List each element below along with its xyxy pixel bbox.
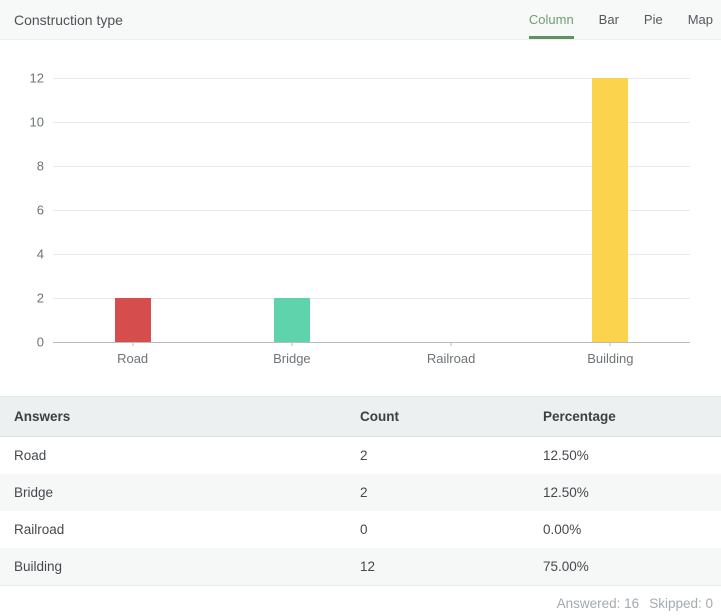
percentage-cell: 12.50% xyxy=(543,448,589,463)
bar-bridge[interactable] xyxy=(273,298,310,342)
y-axis-tick-label: 2 xyxy=(36,290,44,306)
answer-cell: Building xyxy=(14,559,63,574)
x-axis-tick-mark xyxy=(609,342,611,346)
tab-bar[interactable]: Bar xyxy=(598,12,619,27)
question-title: Construction type xyxy=(14,11,123,28)
answer-cell: Railroad xyxy=(14,522,65,537)
percentage-cell: 75.00% xyxy=(543,559,589,574)
percentage-cell: 12.50% xyxy=(543,485,589,500)
answered-count: Answered: 16 xyxy=(556,596,640,611)
answer-cell: Bridge xyxy=(14,485,54,500)
column-chart: 0 2 4 6 8 10 12 Road Bridge Railroad Building xyxy=(0,40,721,385)
x-axis-tick-mark xyxy=(132,342,134,346)
gridline xyxy=(53,298,690,299)
y-axis-tick-label: 6 xyxy=(36,202,44,218)
count-cell: 2 xyxy=(360,485,368,500)
x-axis-category-label: Building xyxy=(587,351,634,366)
x-axis-line xyxy=(53,342,690,343)
bar-building[interactable] xyxy=(592,78,629,342)
column-header-count: Count xyxy=(360,409,399,424)
count-cell: 12 xyxy=(360,559,376,574)
x-axis-tick-mark xyxy=(291,342,293,346)
percentage-cell: 0.00% xyxy=(543,522,582,537)
panel-header: Construction type Column Bar Pie Map xyxy=(0,0,721,40)
y-axis-tick-label: 0 xyxy=(36,334,44,350)
x-axis-category-label: Road xyxy=(117,351,149,366)
column-header-answers: Answers xyxy=(14,409,71,424)
column-header-percentage: Percentage xyxy=(543,409,616,424)
table-row: Bridge 2 12.50% xyxy=(0,474,721,511)
y-axis-tick-label: 12 xyxy=(29,70,44,86)
table-row: Building 12 75.00% xyxy=(0,548,721,585)
tab-pie[interactable]: Pie xyxy=(643,12,663,27)
x-axis-category-label: Railroad xyxy=(426,351,476,366)
answer-cell: Road xyxy=(14,448,47,463)
gridline xyxy=(53,254,690,255)
gridline xyxy=(53,210,690,211)
tab-column[interactable]: Column xyxy=(528,0,574,39)
response-stats: Answered: 16 Skipped: 0 xyxy=(0,586,721,611)
table-row: Road 2 12.50% xyxy=(0,437,721,474)
table-row: Railroad 0 0.00% xyxy=(0,511,721,548)
gridline xyxy=(53,122,690,123)
y-axis-tick-label: 8 xyxy=(36,158,44,174)
count-cell: 0 xyxy=(360,522,368,537)
tab-map[interactable]: Map xyxy=(687,12,713,27)
gridline xyxy=(53,78,690,79)
plot-area: 0 2 4 6 8 10 12 Road Bridge Railroad Building xyxy=(30,71,690,366)
gridline xyxy=(53,166,690,167)
y-axis-tick-label: 10 xyxy=(29,114,44,130)
x-axis-category-label: Bridge xyxy=(273,351,311,366)
x-axis-tick-mark xyxy=(450,342,452,346)
bar-road[interactable] xyxy=(114,298,151,342)
chart-type-tabs: Column Bar Pie Map xyxy=(528,0,713,39)
skipped-count: Skipped: 0 xyxy=(649,596,713,611)
results-table: Answers Count Percentage Road 2 12.50% B… xyxy=(0,396,721,586)
table-header-row: Answers Count Percentage xyxy=(0,397,721,437)
y-axis-tick-label: 4 xyxy=(36,246,44,262)
count-cell: 2 xyxy=(360,448,368,463)
